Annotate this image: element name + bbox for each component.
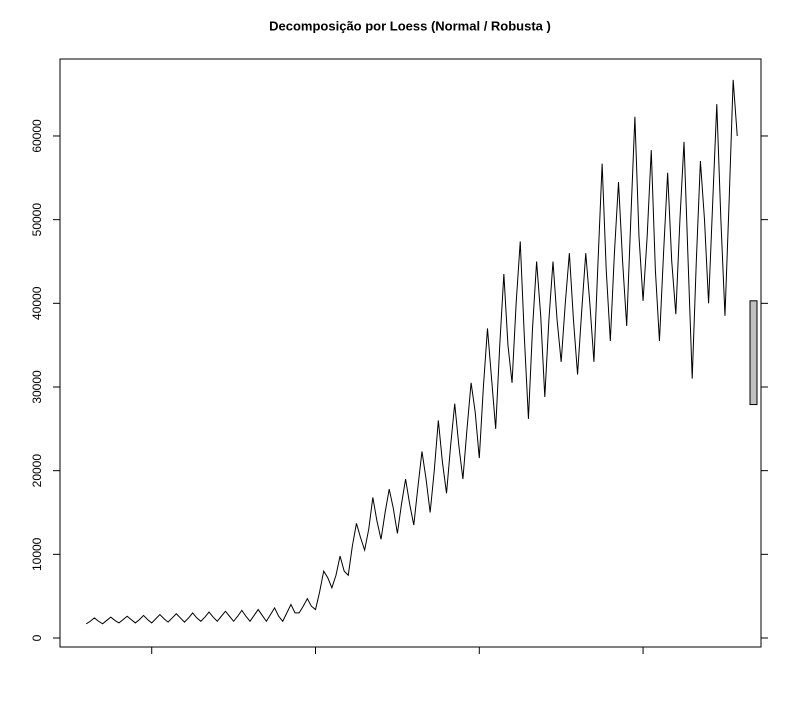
- plot-frame: [59, 58, 762, 648]
- data-line: [85, 79, 738, 625]
- y-tick-label: 40000: [30, 286, 44, 320]
- y-tick-label: 10000: [30, 537, 44, 571]
- y-tick-label: 0: [30, 634, 44, 641]
- y-tick-label: 50000: [30, 203, 44, 237]
- range-bar: [749, 300, 758, 406]
- y-tick-label: 20000: [30, 454, 44, 488]
- chart-title: Decomposição por Loess (Normal / Robusta…: [269, 18, 551, 33]
- y-tick-label: 30000: [30, 370, 44, 404]
- y-tick-label: 60000: [30, 119, 44, 153]
